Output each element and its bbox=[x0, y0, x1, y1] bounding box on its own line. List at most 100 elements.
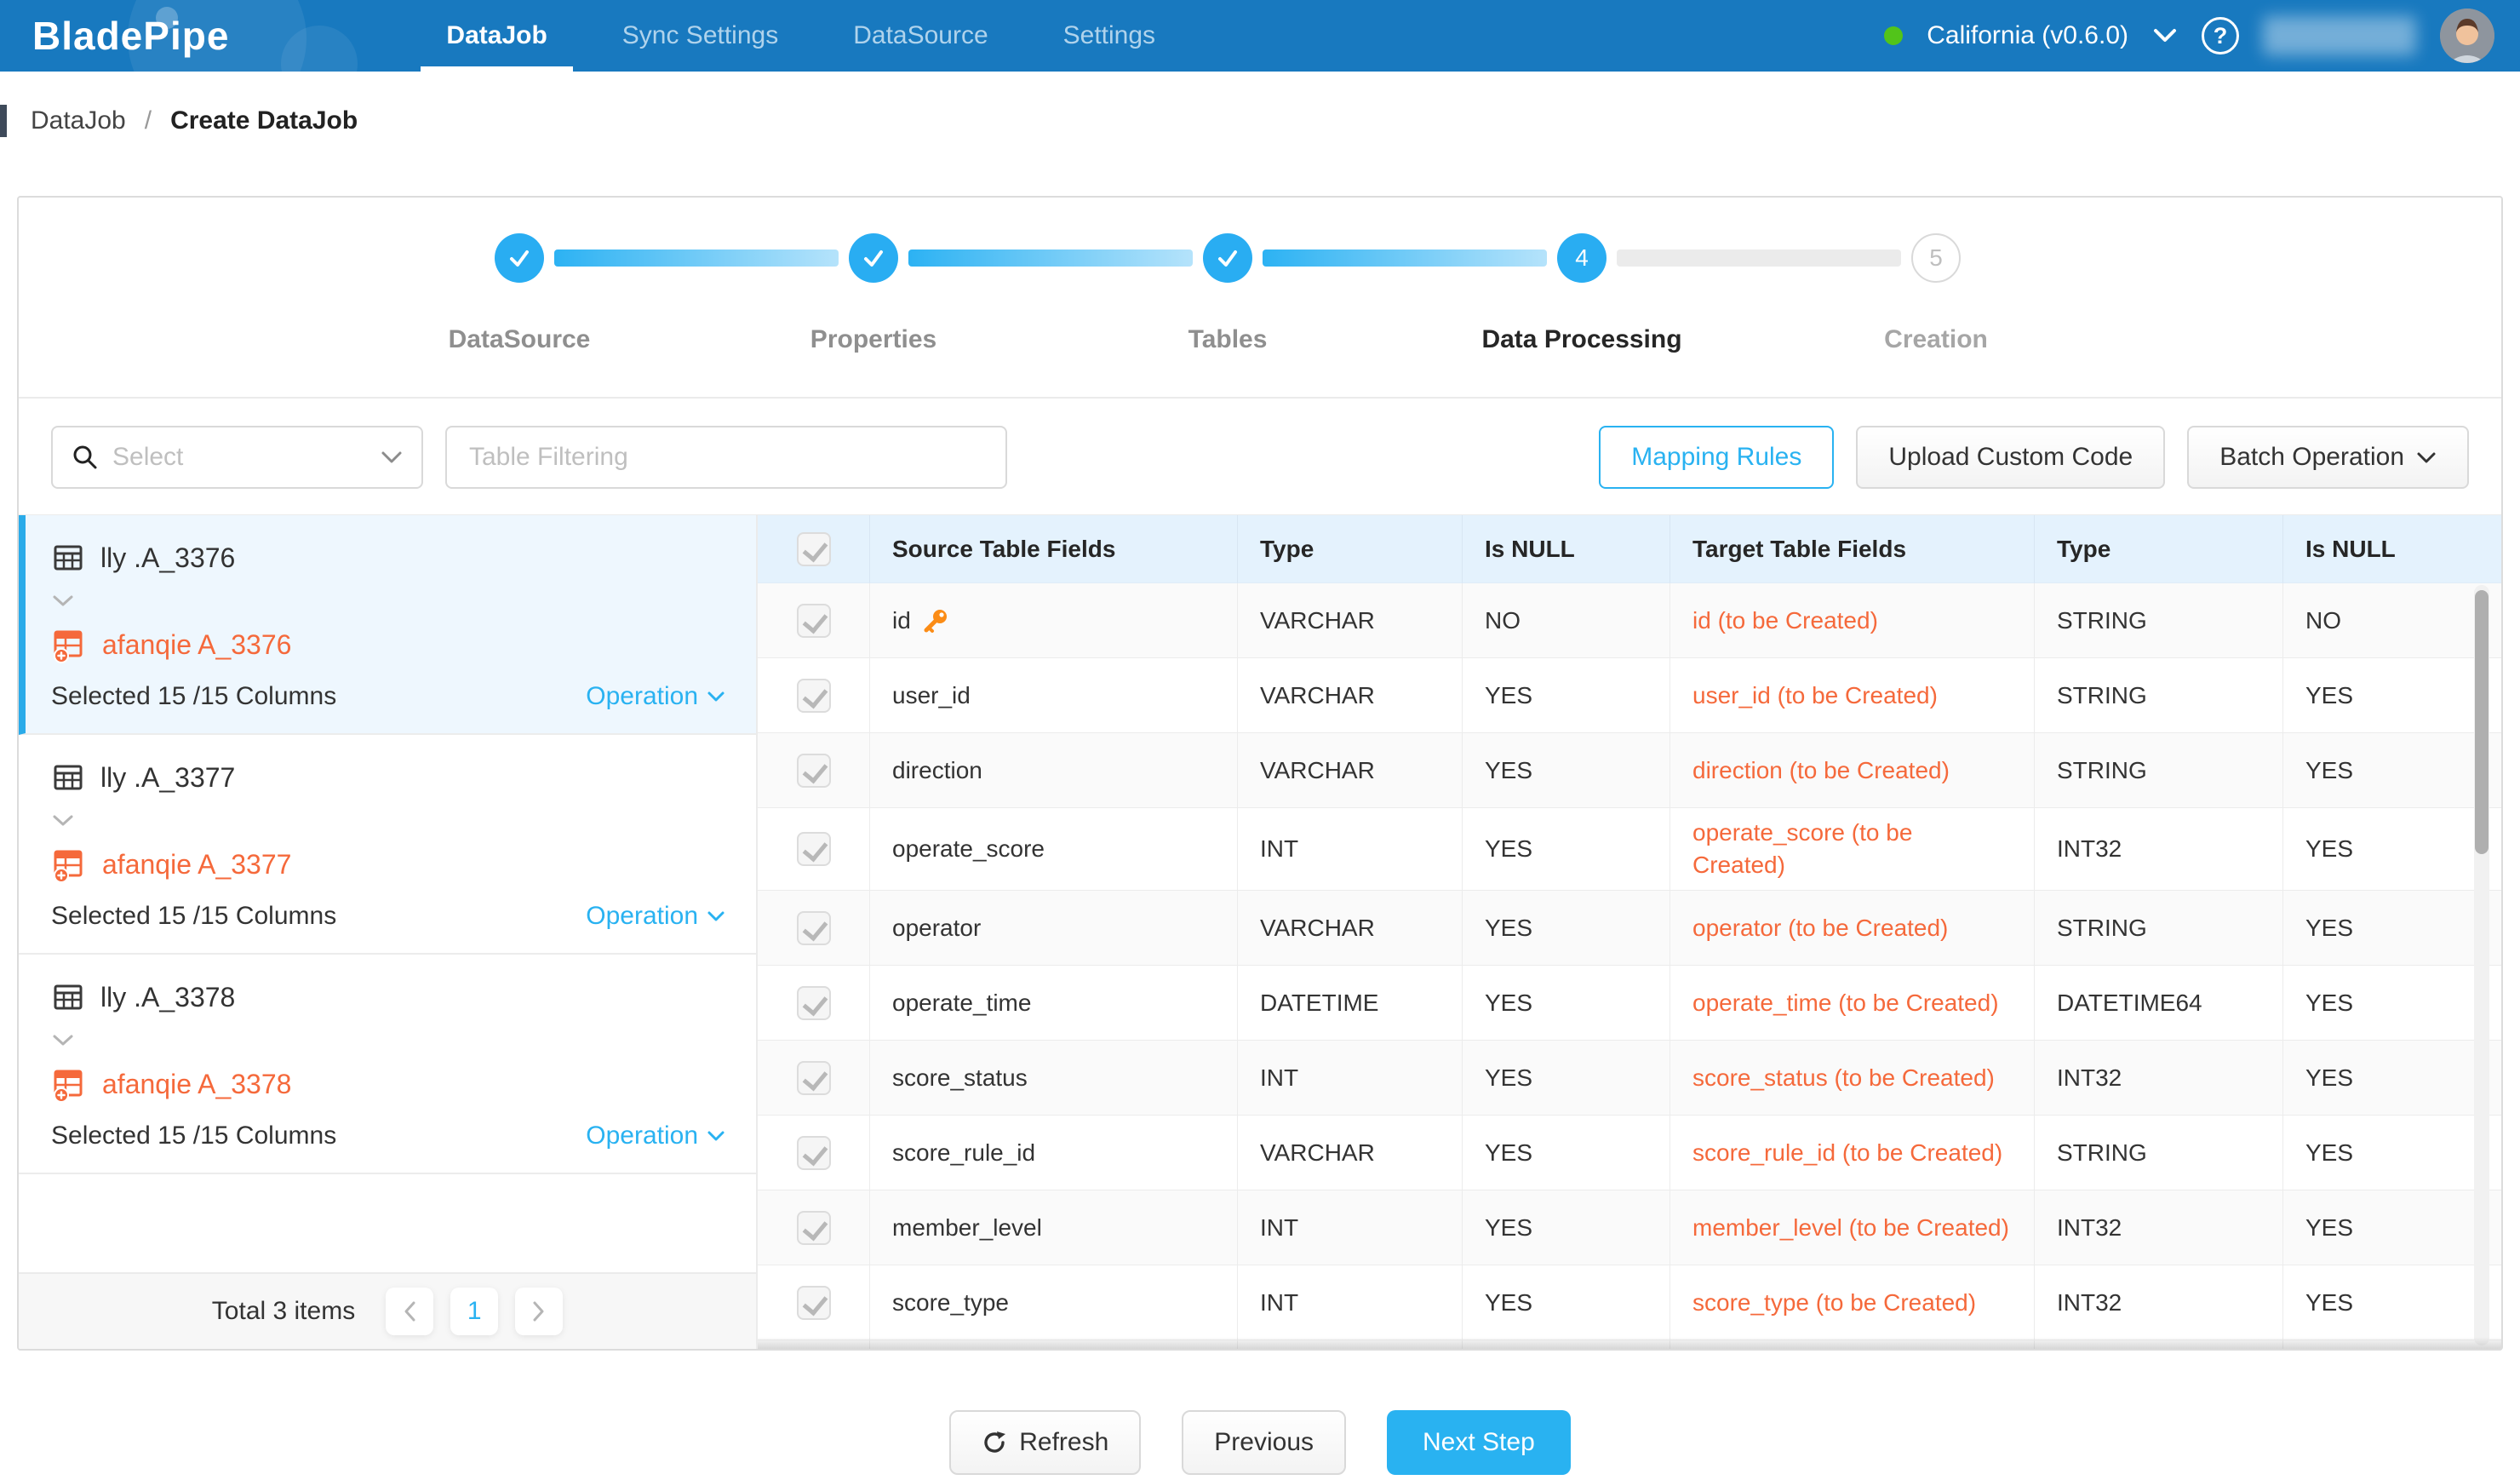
chevron-down-icon[interactable] bbox=[2152, 27, 2178, 44]
source-is-null: YES bbox=[1463, 658, 1670, 733]
header-target-type: Type bbox=[2035, 515, 2283, 583]
breadcrumb-datajob-link[interactable]: DataJob bbox=[31, 106, 126, 135]
target-is-null: YES bbox=[2283, 1190, 2501, 1265]
target-type: DATETIME64 bbox=[2035, 966, 2283, 1041]
table-row-partial bbox=[758, 1340, 2501, 1349]
refresh-button[interactable]: Refresh bbox=[949, 1410, 1142, 1475]
main-nav: DataJob Sync Settings DataSource Setting… bbox=[421, 0, 1205, 72]
target-field-name: user_id (to be Created) bbox=[1692, 681, 1938, 708]
target-field-name: operate_score (to be Created) bbox=[1692, 819, 1913, 878]
row-checkbox[interactable] bbox=[796, 1285, 831, 1320]
source-is-null: NO bbox=[1463, 583, 1670, 658]
table-row: operate_time DATETIME YES operate_time (… bbox=[758, 966, 2501, 1041]
pagination-page-1-button[interactable]: 1 bbox=[450, 1288, 499, 1335]
upload-custom-code-button[interactable]: Upload Custom Code bbox=[1856, 426, 2166, 489]
operation-link[interactable]: Operation bbox=[586, 682, 725, 711]
table-scrollbar-thumb[interactable] bbox=[2475, 590, 2488, 854]
data-processing-content: lly .A_3376 bbox=[19, 514, 2501, 1349]
target-table-name: afanqie A_3376 bbox=[102, 629, 292, 661]
chevron-down-icon[interactable] bbox=[51, 813, 75, 828]
source-field-name: member_level bbox=[892, 1213, 1042, 1241]
target-is-null: NO bbox=[2283, 583, 2501, 658]
source-field-name: operator bbox=[892, 914, 982, 941]
table-row: id VARCHAR NO id (to be Created) STRING … bbox=[758, 583, 2501, 658]
select-all-checkbox[interactable] bbox=[796, 531, 831, 566]
help-icon[interactable]: ? bbox=[2202, 17, 2239, 54]
target-table-create-icon bbox=[54, 1070, 83, 1103]
operation-label: Operation bbox=[586, 901, 698, 930]
mapping-rules-button[interactable]: Mapping Rules bbox=[1599, 426, 1835, 489]
nav-tab-settings[interactable]: Settings bbox=[1062, 21, 1156, 49]
row-checkbox[interactable] bbox=[796, 985, 831, 1020]
select-placeholder: Select bbox=[112, 443, 184, 471]
chevron-down-icon[interactable] bbox=[51, 594, 75, 608]
target-field-name: score_type (to be Created) bbox=[1692, 1288, 1977, 1316]
source-table-name: lly .A_3376 bbox=[100, 542, 236, 573]
row-checkbox[interactable] bbox=[796, 910, 831, 945]
page-title: Create DataJob bbox=[170, 106, 358, 135]
target-type: INT32 bbox=[2035, 1190, 2283, 1265]
step-label-properties: Properties bbox=[810, 325, 937, 353]
chevron-down-icon bbox=[707, 1131, 724, 1141]
table-pair-item-1[interactable]: lly .A_3376 bbox=[19, 515, 756, 735]
chevron-left-icon bbox=[404, 1301, 415, 1322]
top-navigation-bar: BladePipe DataJob Sync Settings DataSour… bbox=[0, 0, 2520, 72]
row-checkbox[interactable] bbox=[796, 678, 831, 713]
step-circle-creation: 5 bbox=[1911, 233, 1961, 283]
target-field-name: id (to be Created) bbox=[1692, 606, 1878, 634]
row-checkbox[interactable] bbox=[796, 1135, 831, 1170]
nav-tab-datasource[interactable]: DataSource bbox=[853, 21, 988, 49]
row-checkbox[interactable] bbox=[796, 753, 831, 788]
step-label-creation: Creation bbox=[1884, 325, 1988, 353]
user-avatar[interactable] bbox=[2440, 9, 2494, 63]
step-circle-data-processing: 4 bbox=[1557, 233, 1606, 283]
refresh-label: Refresh bbox=[1019, 1428, 1109, 1456]
step-label-data-processing: Data Processing bbox=[1481, 325, 1682, 353]
target-type: STRING bbox=[2035, 658, 2283, 733]
sidebar-empty-space bbox=[19, 1174, 756, 1272]
chevron-down-icon[interactable] bbox=[51, 1033, 75, 1047]
row-checkbox[interactable] bbox=[796, 1060, 831, 1095]
batch-operation-button[interactable]: Batch Operation bbox=[2187, 426, 2469, 489]
target-is-null: YES bbox=[2283, 1116, 2501, 1190]
target-table-name: afanqie A_3378 bbox=[102, 1069, 292, 1100]
source-is-null: YES bbox=[1463, 1041, 1670, 1116]
table-filtering-input[interactable] bbox=[445, 426, 1007, 489]
row-checkbox[interactable] bbox=[796, 1210, 831, 1245]
next-step-button[interactable]: Next Step bbox=[1387, 1410, 1571, 1475]
source-type: VARCHAR bbox=[1238, 891, 1463, 966]
nav-tab-sync-settings[interactable]: Sync Settings bbox=[621, 21, 779, 49]
source-is-null: YES bbox=[1463, 891, 1670, 966]
check-icon bbox=[864, 250, 883, 267]
source-field-name: operate_time bbox=[892, 989, 1032, 1016]
operation-link[interactable]: Operation bbox=[586, 1121, 725, 1150]
bladepipe-logo[interactable]: BladePipe bbox=[32, 14, 230, 58]
target-is-null: YES bbox=[2283, 658, 2501, 733]
row-checkbox[interactable] bbox=[796, 832, 831, 866]
table-pair-item-3[interactable]: lly .A_3378 bbox=[19, 955, 756, 1174]
column-select-dropdown[interactable]: Select bbox=[51, 426, 423, 489]
field-mapping-table: Source Table Fields Type Is NULL Target … bbox=[758, 515, 2501, 1349]
step-connector bbox=[1263, 250, 1547, 267]
source-table-name: lly .A_3378 bbox=[100, 981, 236, 1012]
source-table-name: lly .A_3377 bbox=[100, 761, 236, 793]
selected-columns-text: Selected 15 /15 Columns bbox=[51, 681, 337, 710]
source-field-name: direction bbox=[892, 756, 982, 783]
table-scrollbar[interactable] bbox=[2474, 585, 2489, 1345]
region-version-label[interactable]: California (v0.6.0) bbox=[1927, 21, 2128, 49]
previous-button[interactable]: Previous bbox=[1182, 1410, 1347, 1475]
username-redacted bbox=[2263, 16, 2416, 55]
pagination-next-button[interactable] bbox=[515, 1288, 564, 1335]
nav-tab-datajob[interactable]: DataJob bbox=[421, 0, 573, 72]
table-pair-item-2[interactable]: lly .A_3377 bbox=[19, 735, 756, 955]
header-source-type: Type bbox=[1238, 515, 1463, 583]
selected-columns-text: Selected 15 /15 Columns bbox=[51, 901, 337, 930]
target-is-null: YES bbox=[2283, 808, 2501, 891]
header-target-fields: Target Table Fields bbox=[1670, 515, 2035, 583]
decorative-bubble bbox=[156, 7, 178, 29]
source-type: INT bbox=[1238, 1265, 1463, 1340]
pagination-prev-button[interactable] bbox=[386, 1288, 434, 1335]
row-checkbox[interactable] bbox=[796, 603, 831, 638]
source-is-null: YES bbox=[1463, 966, 1670, 1041]
operation-link[interactable]: Operation bbox=[586, 902, 725, 931]
